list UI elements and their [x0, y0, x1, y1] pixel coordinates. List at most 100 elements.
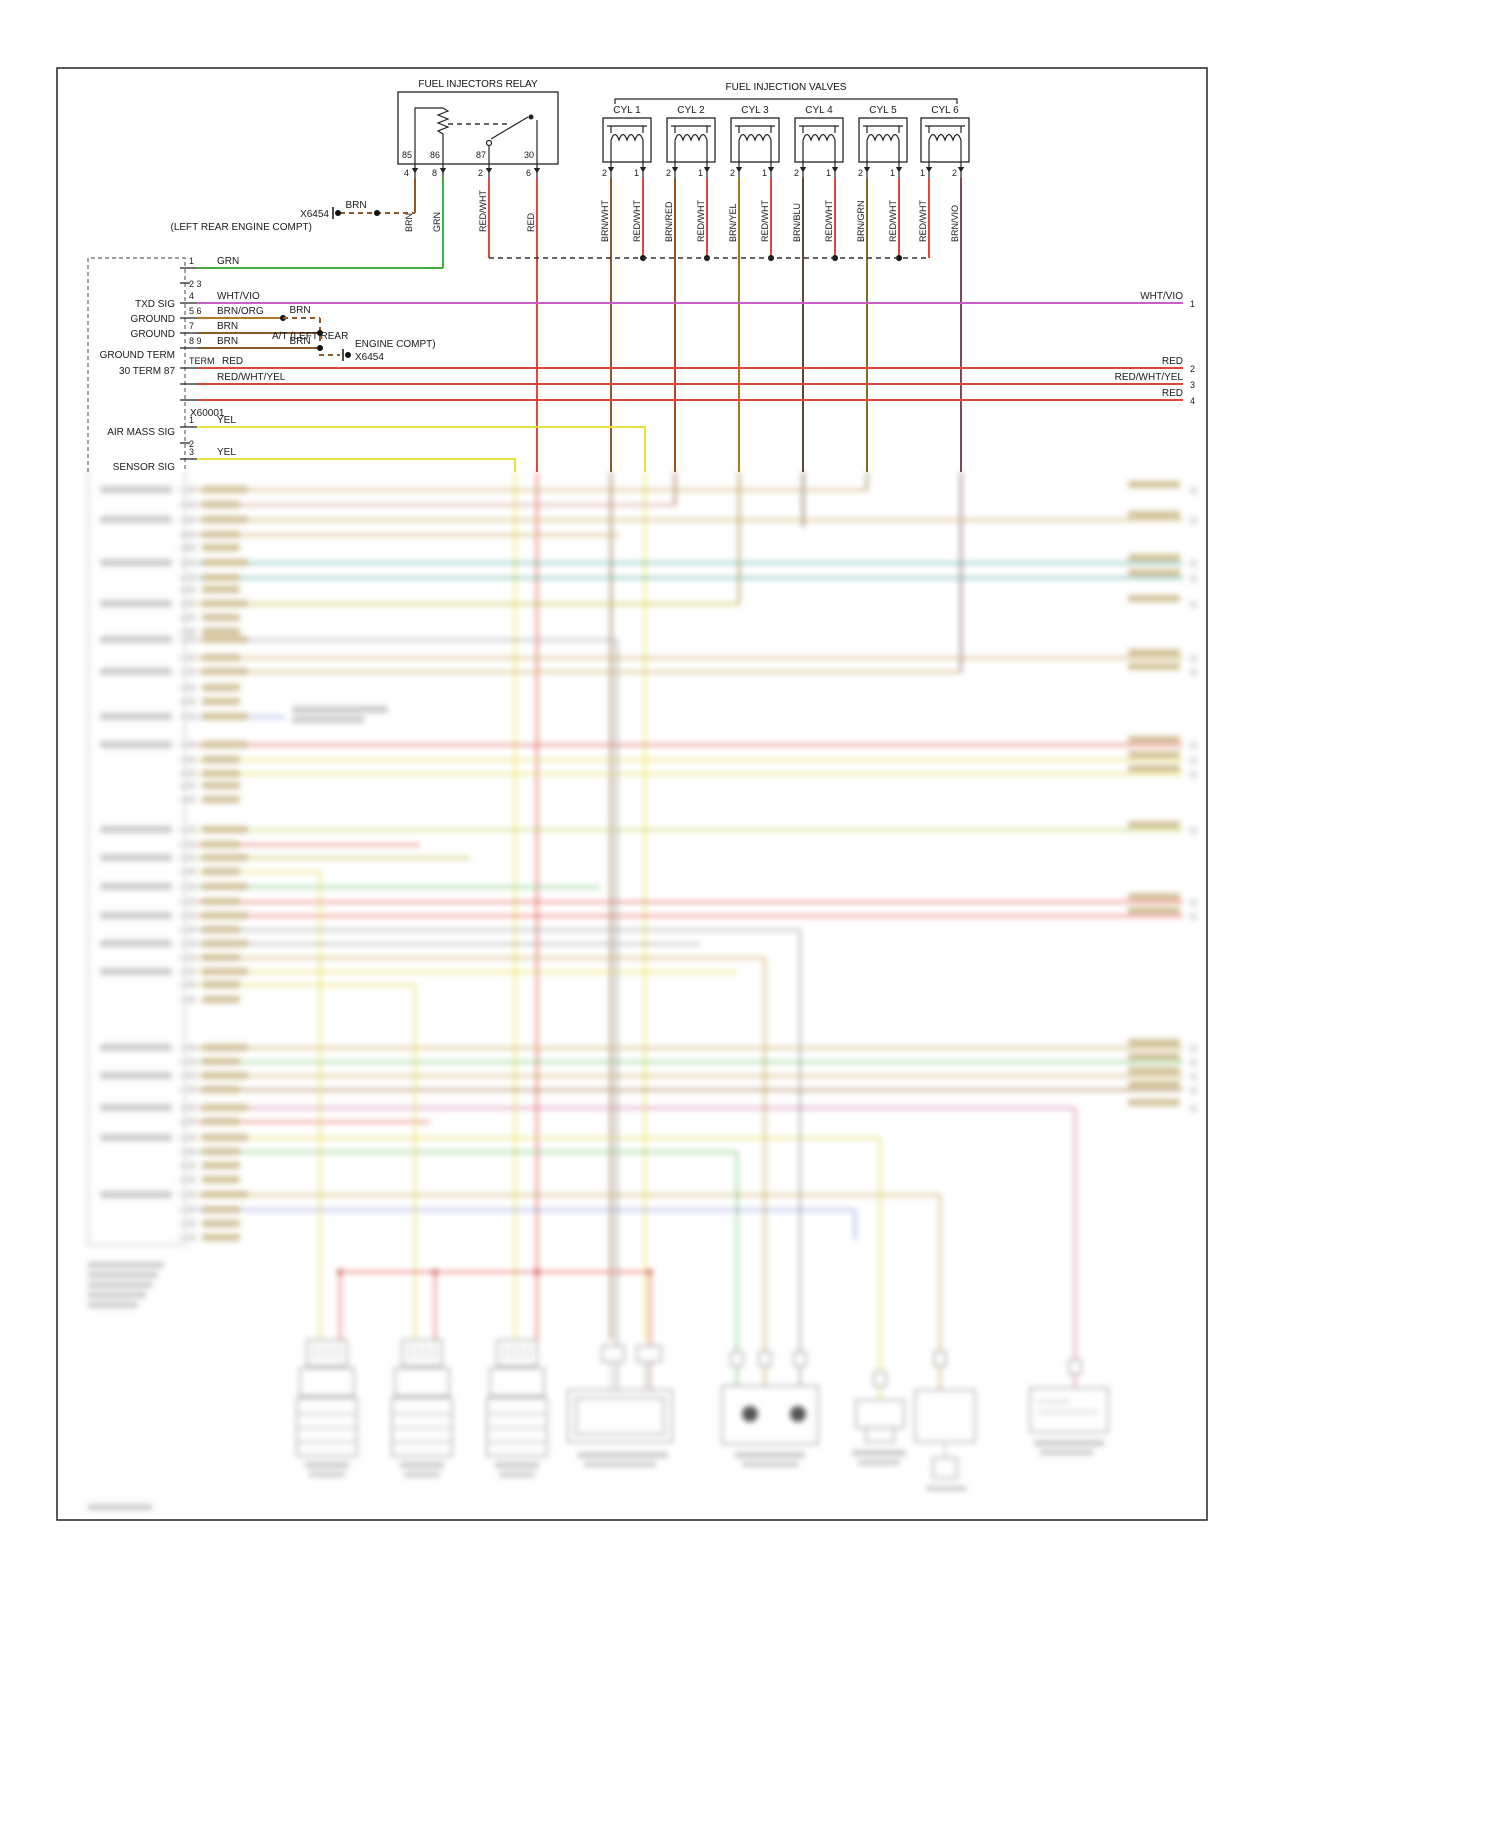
- relay-box: [397, 91, 559, 165]
- wire-brnorg-label: BRN/ORG: [217, 306, 264, 317]
- wire-b-label: RED/WHT: [696, 200, 706, 242]
- wire-label-brn: BRN: [404, 213, 414, 232]
- wire-a-label: BRN/YEL: [728, 203, 738, 242]
- wire-yel-sensor: [197, 458, 516, 472]
- relay-ext-2: 2: [478, 168, 483, 178]
- connector-x60001: X60001: [190, 408, 225, 419]
- ground-splice-line-a: A/T (LEFT REAR: [272, 331, 348, 342]
- cyl-label: CYL 4: [805, 105, 833, 116]
- wire-label-redwht: RED/WHT: [478, 190, 488, 232]
- component-5: [721, 1351, 819, 1467]
- wire-yel-airmass: [197, 426, 646, 472]
- cyl-label: CYL 1: [613, 105, 641, 116]
- ground-splice-wire-a: BRN: [289, 305, 310, 316]
- relay-pivot: [528, 114, 534, 120]
- relay-pin-87: 87: [476, 150, 486, 160]
- right-pin-2: 2: [1190, 364, 1195, 374]
- pin-b: 1: [698, 168, 703, 178]
- pin-7: 7: [189, 321, 194, 331]
- splice-name: X6454: [300, 209, 329, 220]
- pin-a: 2: [666, 168, 671, 178]
- injector-cyl-1: CYL 1 2 1 BRN/WHT RED/WHT: [600, 105, 652, 472]
- fuel-injectors-relay: FUEL INJECTORS RELAY 85 86 87 30 4 8 2 6…: [397, 79, 559, 472]
- page-border: [56, 67, 1208, 1521]
- wire-brn89-label: BRN: [217, 336, 238, 347]
- cyl-label: CYL 5: [869, 105, 897, 116]
- pin-b: 1: [890, 168, 895, 178]
- relay-coil-feed: [414, 107, 443, 164]
- splice-x6454-top: BRN X6454 (LEFT REAR ENGINE COMPT): [171, 200, 415, 233]
- splice-location: (LEFT REAR ENGINE COMPT): [171, 222, 313, 233]
- cyl-label: CYL 3: [741, 105, 769, 116]
- label-air-mass-sig: AIR MASS SIG: [107, 427, 175, 438]
- label-term-30-87: 30 TERM 87: [119, 366, 175, 377]
- wire-label-grn: GRN: [432, 212, 442, 232]
- ground-splice-line-b: ENGINE COMPT): [355, 339, 436, 350]
- component-coil-1: [296, 1339, 358, 1477]
- right-pin-4: 4: [1190, 396, 1195, 406]
- fuel-injection-valves: FUEL INJECTION VALVES CYL 1 2 1 BRN/WHT …: [489, 82, 970, 472]
- pin-a: 2: [602, 168, 607, 178]
- component-coil-2: [391, 1339, 453, 1477]
- injector-cyl-3: CYL 3 2 1 BRN/YEL RED/WHT: [728, 105, 780, 472]
- wire-a-label: BRN/BLU: [792, 203, 802, 242]
- pin-a3: 3: [189, 447, 194, 457]
- wire-label-red: RED: [526, 212, 536, 232]
- component-7: [914, 1351, 976, 1491]
- injector-cyl-6: CYL 6 1 2 RED/WHT BRN/VIO: [918, 105, 970, 472]
- splice-wire-label: BRN: [345, 200, 366, 211]
- pin-b: 1: [634, 168, 639, 178]
- wire-b-label: RED/WHT: [760, 200, 770, 242]
- right-label-red2: RED: [1162, 356, 1183, 367]
- valves-bracket: [614, 98, 958, 104]
- relay-title: FUEL INJECTORS RELAY: [418, 79, 538, 90]
- cyl-label: CYL 2: [677, 105, 705, 116]
- relay-pin-85: 85: [402, 150, 412, 160]
- component-coil-3: [486, 1339, 548, 1477]
- injector-cyl-5: CYL 5 2 1 BRN/GRN RED/WHT: [856, 105, 908, 472]
- wire-yel3-label: YEL: [217, 447, 236, 458]
- wire-b-label: RED/WHT: [888, 200, 898, 242]
- relay-ext-8: 8: [432, 168, 437, 178]
- wire-b-label: BRN/VIO: [950, 205, 960, 242]
- right-pin-3: 3: [1190, 380, 1195, 390]
- right-label-whtvio: WHT/VIO: [1140, 291, 1183, 302]
- relay-ext-6: 6: [526, 168, 531, 178]
- pin-a2: 2: [189, 439, 194, 449]
- label-ground-2: GROUND: [131, 329, 175, 340]
- injector-cyl-2: CYL 2 2 1 BRN/RED RED/WHT: [664, 105, 716, 472]
- pin-b: 1: [826, 168, 831, 178]
- pin-1: 1: [189, 256, 194, 266]
- pin-a: 2: [858, 168, 863, 178]
- wire-a-label: BRN/RED: [664, 201, 674, 242]
- wire-rwy-label: RED/WHT/YEL: [217, 372, 286, 383]
- wire-a-label: BRN/WHT: [600, 200, 610, 242]
- pin-b: 1: [762, 168, 767, 178]
- wire-a-label: BRN/GRN: [856, 200, 866, 242]
- right-label-rwy: RED/WHT/YEL: [1115, 372, 1184, 383]
- pin-a: 2: [730, 168, 735, 178]
- right-label-red4: RED: [1162, 388, 1183, 399]
- ground-splice-wire-b: BRN: [289, 336, 310, 347]
- wire-term-red-label: RED: [222, 356, 243, 367]
- ground-splice-name: X6454: [355, 352, 384, 363]
- wire-b-label: RED/WHT: [824, 200, 834, 242]
- wire-grn-label: GRN: [217, 256, 239, 267]
- relay-contact-point: [485, 139, 493, 147]
- relay-coil: [436, 107, 450, 164]
- pin-8-9: 8 9: [189, 336, 202, 346]
- blurred-region: [87, 472, 1197, 1510]
- pin-4: 4: [189, 291, 194, 301]
- label-ground-term: GROUND TERM: [100, 350, 175, 361]
- wire-b-label: RED/WHT: [632, 200, 642, 242]
- relay-pin-86: 86: [430, 150, 440, 160]
- relay-ext-4: 4: [404, 168, 409, 178]
- component-8: [1029, 1359, 1109, 1455]
- wire-whtvio-label: WHT/VIO: [217, 291, 260, 302]
- label-ground-1: GROUND: [131, 314, 175, 325]
- cyl-label: CYL 6: [931, 105, 959, 116]
- pin-5-6: 5 6: [189, 306, 202, 316]
- pin-b: 2: [952, 168, 957, 178]
- pin-a: 2: [794, 168, 799, 178]
